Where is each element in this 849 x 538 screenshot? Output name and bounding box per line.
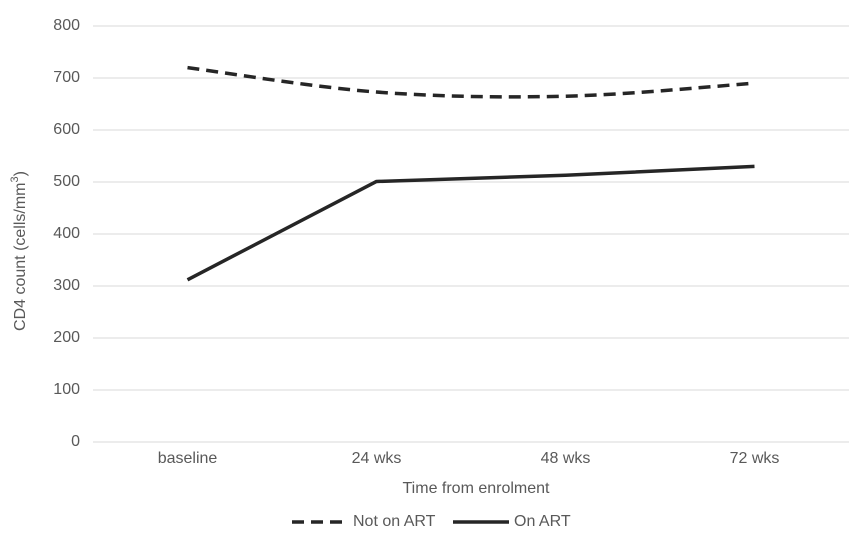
y-tick-label: 300	[53, 277, 80, 294]
legend-label: Not on ART	[353, 513, 436, 530]
series-lines	[186, 65, 755, 282]
y-tick-label: 600	[53, 121, 80, 138]
y-tick-labels: 0 100 200 300 400 500 600 700 800	[53, 17, 80, 450]
y-tick-label: 700	[53, 69, 80, 86]
y-tick-label: 200	[53, 329, 80, 346]
y-tick-label: 400	[53, 225, 80, 242]
series-line-not-on-art	[187, 65, 755, 99]
y-tick-label: 800	[53, 17, 80, 34]
legend-label: On ART	[514, 513, 571, 530]
y-axis-title-close: )	[12, 171, 29, 176]
x-tick-label: baseline	[158, 450, 218, 467]
x-tick-labels: baseline 24 wks 48 wks 72 wks	[158, 450, 780, 467]
y-axis-title-superscript: 3	[9, 176, 21, 182]
x-tick-label: 24 wks	[352, 450, 402, 467]
y-axis-title: CD4 count (cells/mm3)	[9, 171, 29, 331]
y-tick-label: 100	[53, 381, 80, 398]
x-tick-label: 72 wks	[730, 450, 780, 467]
y-axis-title-unit: 3)	[9, 171, 29, 182]
gridlines	[93, 25, 849, 443]
legend-item: On ART	[453, 513, 571, 530]
y-tick-label: 0	[71, 433, 80, 450]
legend: Not on ART On ART	[292, 513, 571, 530]
x-tick-label: 48 wks	[541, 450, 591, 467]
legend-item: Not on ART	[292, 513, 436, 530]
x-axis-title: Time from enrolment	[403, 480, 551, 497]
series-line-on-art	[186, 164, 755, 282]
y-tick-label: 500	[53, 173, 80, 190]
y-axis-title-text: CD4 count (cells/mm	[12, 182, 29, 330]
